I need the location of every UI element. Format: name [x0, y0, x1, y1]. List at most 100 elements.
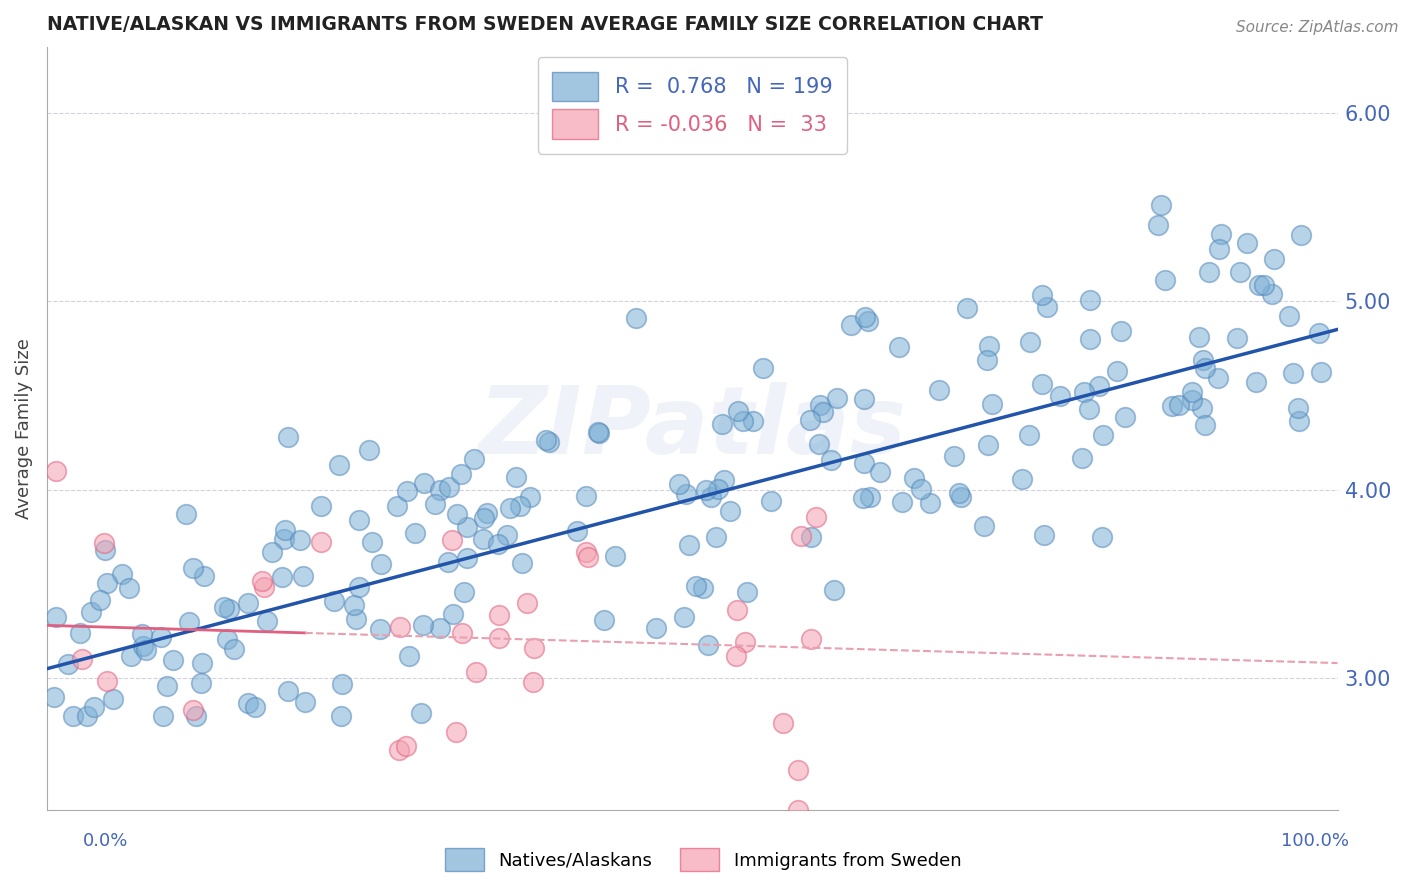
- Point: [918, 496, 941, 510]
- Point: [1073, 384, 1095, 399]
- Point: [692, 581, 714, 595]
- Point: [1188, 330, 1211, 344]
- Point: [910, 482, 932, 496]
- Point: [103, 692, 125, 706]
- Point: [69, 626, 91, 640]
- Point: [94, 543, 117, 558]
- Point: [811, 405, 834, 419]
- Point: [976, 353, 998, 368]
- Point: [398, 648, 420, 663]
- Point: [1194, 417, 1216, 432]
- Point: [385, 499, 408, 513]
- Point: [238, 596, 260, 610]
- Legend: R =  0.768   N = 199, R = -0.036   N =  33: R = 0.768 N = 199, R = -0.036 N = 33: [537, 57, 846, 153]
- Point: [440, 533, 463, 548]
- Point: [1192, 353, 1215, 368]
- Point: [156, 679, 179, 693]
- Point: [250, 574, 273, 588]
- Point: [344, 612, 367, 626]
- Point: [456, 550, 478, 565]
- Point: [948, 486, 970, 500]
- Point: [45, 610, 67, 624]
- Point: [825, 391, 848, 405]
- Point: [294, 695, 316, 709]
- Point: [1011, 472, 1033, 486]
- Point: [1236, 235, 1258, 250]
- Point: [593, 613, 616, 627]
- Point: [190, 676, 212, 690]
- Point: [429, 483, 451, 498]
- Point: [1091, 530, 1114, 544]
- Point: [859, 491, 882, 505]
- Point: [853, 310, 876, 324]
- Point: [1309, 365, 1331, 379]
- Point: [274, 523, 297, 537]
- Point: [782, 860, 804, 874]
- Point: [1036, 300, 1059, 314]
- Point: [695, 483, 717, 498]
- Point: [177, 615, 200, 630]
- Point: [1078, 402, 1101, 417]
- Point: [752, 360, 775, 375]
- Point: [388, 743, 411, 757]
- Point: [576, 549, 599, 564]
- Point: [1071, 450, 1094, 465]
- Point: [1153, 273, 1175, 287]
- Point: [1263, 252, 1285, 266]
- Point: [388, 620, 411, 634]
- Point: [1150, 198, 1173, 212]
- Point: [1253, 278, 1275, 293]
- Point: [451, 625, 474, 640]
- Point: [89, 592, 111, 607]
- Point: [464, 665, 486, 679]
- Point: [575, 545, 598, 559]
- Point: [943, 449, 966, 463]
- Point: [720, 503, 742, 517]
- Point: [76, 709, 98, 723]
- Point: [800, 530, 823, 544]
- Point: [486, 537, 509, 551]
- Point: [498, 500, 520, 515]
- Point: [1282, 367, 1305, 381]
- Point: [761, 494, 783, 508]
- Point: [1226, 330, 1249, 344]
- Point: [471, 533, 494, 547]
- Point: [1229, 265, 1251, 279]
- Point: [183, 560, 205, 574]
- Point: [328, 458, 350, 472]
- Point: [150, 630, 173, 644]
- Point: [309, 534, 332, 549]
- Point: [980, 397, 1002, 411]
- Point: [699, 490, 721, 504]
- Point: [516, 595, 538, 609]
- Point: [1286, 401, 1309, 416]
- Point: [1168, 398, 1191, 412]
- Point: [1206, 371, 1229, 385]
- Point: [1018, 335, 1040, 350]
- Point: [96, 673, 118, 688]
- Point: [277, 430, 299, 444]
- Point: [260, 545, 283, 559]
- Point: [509, 499, 531, 513]
- Point: [537, 434, 560, 449]
- Point: [949, 490, 972, 504]
- Point: [790, 529, 813, 543]
- Point: [1032, 528, 1054, 542]
- Point: [725, 648, 748, 663]
- Point: [977, 438, 1000, 452]
- Point: [395, 739, 418, 753]
- Point: [734, 635, 756, 649]
- Point: [823, 582, 845, 597]
- Point: [456, 519, 478, 533]
- Y-axis label: Average Family Size: Average Family Size: [15, 338, 32, 519]
- Point: [820, 452, 842, 467]
- Point: [725, 603, 748, 617]
- Point: [1078, 293, 1101, 307]
- Point: [83, 700, 105, 714]
- Point: [186, 709, 208, 723]
- Point: [214, 600, 236, 615]
- Point: [370, 558, 392, 572]
- Point: [1078, 332, 1101, 346]
- Point: [1105, 364, 1128, 378]
- Point: [1288, 414, 1310, 428]
